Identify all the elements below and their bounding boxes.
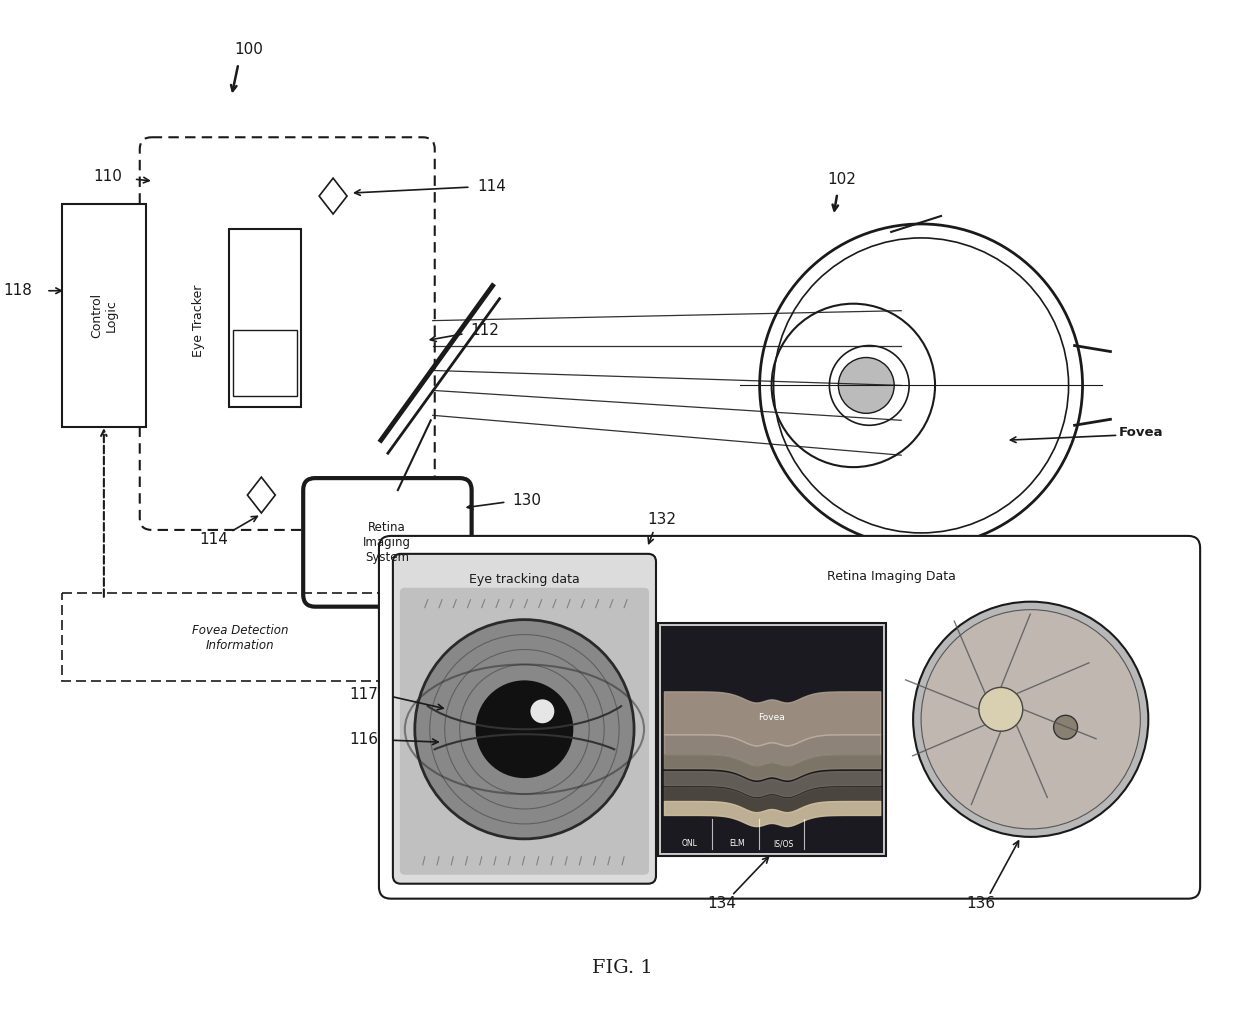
Text: Retina Imaging Data: Retina Imaging Data bbox=[827, 570, 956, 583]
Circle shape bbox=[913, 601, 1148, 837]
FancyBboxPatch shape bbox=[658, 623, 887, 855]
Circle shape bbox=[760, 224, 1083, 547]
FancyBboxPatch shape bbox=[304, 479, 471, 607]
Text: 114: 114 bbox=[477, 179, 506, 194]
FancyBboxPatch shape bbox=[229, 229, 301, 407]
Text: 116: 116 bbox=[348, 732, 378, 747]
FancyBboxPatch shape bbox=[393, 554, 656, 884]
Text: 136: 136 bbox=[966, 896, 996, 911]
Polygon shape bbox=[319, 178, 347, 214]
Text: 134: 134 bbox=[707, 896, 737, 911]
Circle shape bbox=[978, 688, 1023, 732]
FancyBboxPatch shape bbox=[233, 329, 298, 396]
Text: 100: 100 bbox=[234, 42, 263, 57]
Text: Fovea Detection
Information: Fovea Detection Information bbox=[192, 624, 289, 651]
Text: Retina
Imaging
System: Retina Imaging System bbox=[363, 521, 410, 564]
FancyBboxPatch shape bbox=[379, 535, 1200, 899]
Text: 117: 117 bbox=[350, 687, 378, 702]
Polygon shape bbox=[248, 478, 275, 513]
Circle shape bbox=[531, 699, 554, 723]
Circle shape bbox=[921, 610, 1141, 829]
Circle shape bbox=[1054, 715, 1078, 740]
Text: IS/OS: IS/OS bbox=[774, 839, 794, 848]
FancyBboxPatch shape bbox=[62, 204, 146, 428]
Text: ELM: ELM bbox=[729, 839, 744, 848]
Text: 132: 132 bbox=[647, 512, 677, 527]
Text: Fovea: Fovea bbox=[1118, 426, 1163, 439]
Text: 118: 118 bbox=[4, 283, 32, 299]
Circle shape bbox=[415, 620, 634, 839]
Text: FIG. 1: FIG. 1 bbox=[591, 959, 652, 977]
Text: 112: 112 bbox=[471, 323, 500, 338]
Text: Control
Logic: Control Logic bbox=[89, 293, 118, 338]
Text: Eye Tracker: Eye Tracker bbox=[192, 284, 205, 357]
FancyBboxPatch shape bbox=[661, 626, 883, 852]
Text: 102: 102 bbox=[827, 172, 856, 187]
Text: Fovea: Fovea bbox=[758, 713, 785, 721]
Circle shape bbox=[476, 682, 573, 777]
Text: ONL: ONL bbox=[682, 839, 698, 848]
Circle shape bbox=[838, 358, 894, 414]
Text: 110: 110 bbox=[93, 169, 122, 184]
FancyBboxPatch shape bbox=[399, 587, 649, 875]
Text: 114: 114 bbox=[200, 532, 228, 548]
Text: 130: 130 bbox=[512, 493, 542, 508]
Text: Eye tracking data: Eye tracking data bbox=[469, 573, 580, 586]
